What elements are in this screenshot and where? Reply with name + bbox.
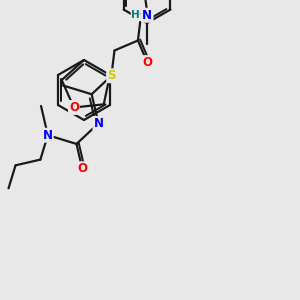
Text: N: N [43,129,53,142]
Text: N: N [142,9,153,22]
Text: O: O [69,101,79,114]
Text: N: N [141,9,152,22]
Text: O: O [142,56,152,69]
Text: N: N [93,117,103,130]
Text: H: H [131,10,140,20]
Text: O: O [77,162,87,175]
Text: S: S [107,69,116,82]
Text: H: H [136,10,146,20]
